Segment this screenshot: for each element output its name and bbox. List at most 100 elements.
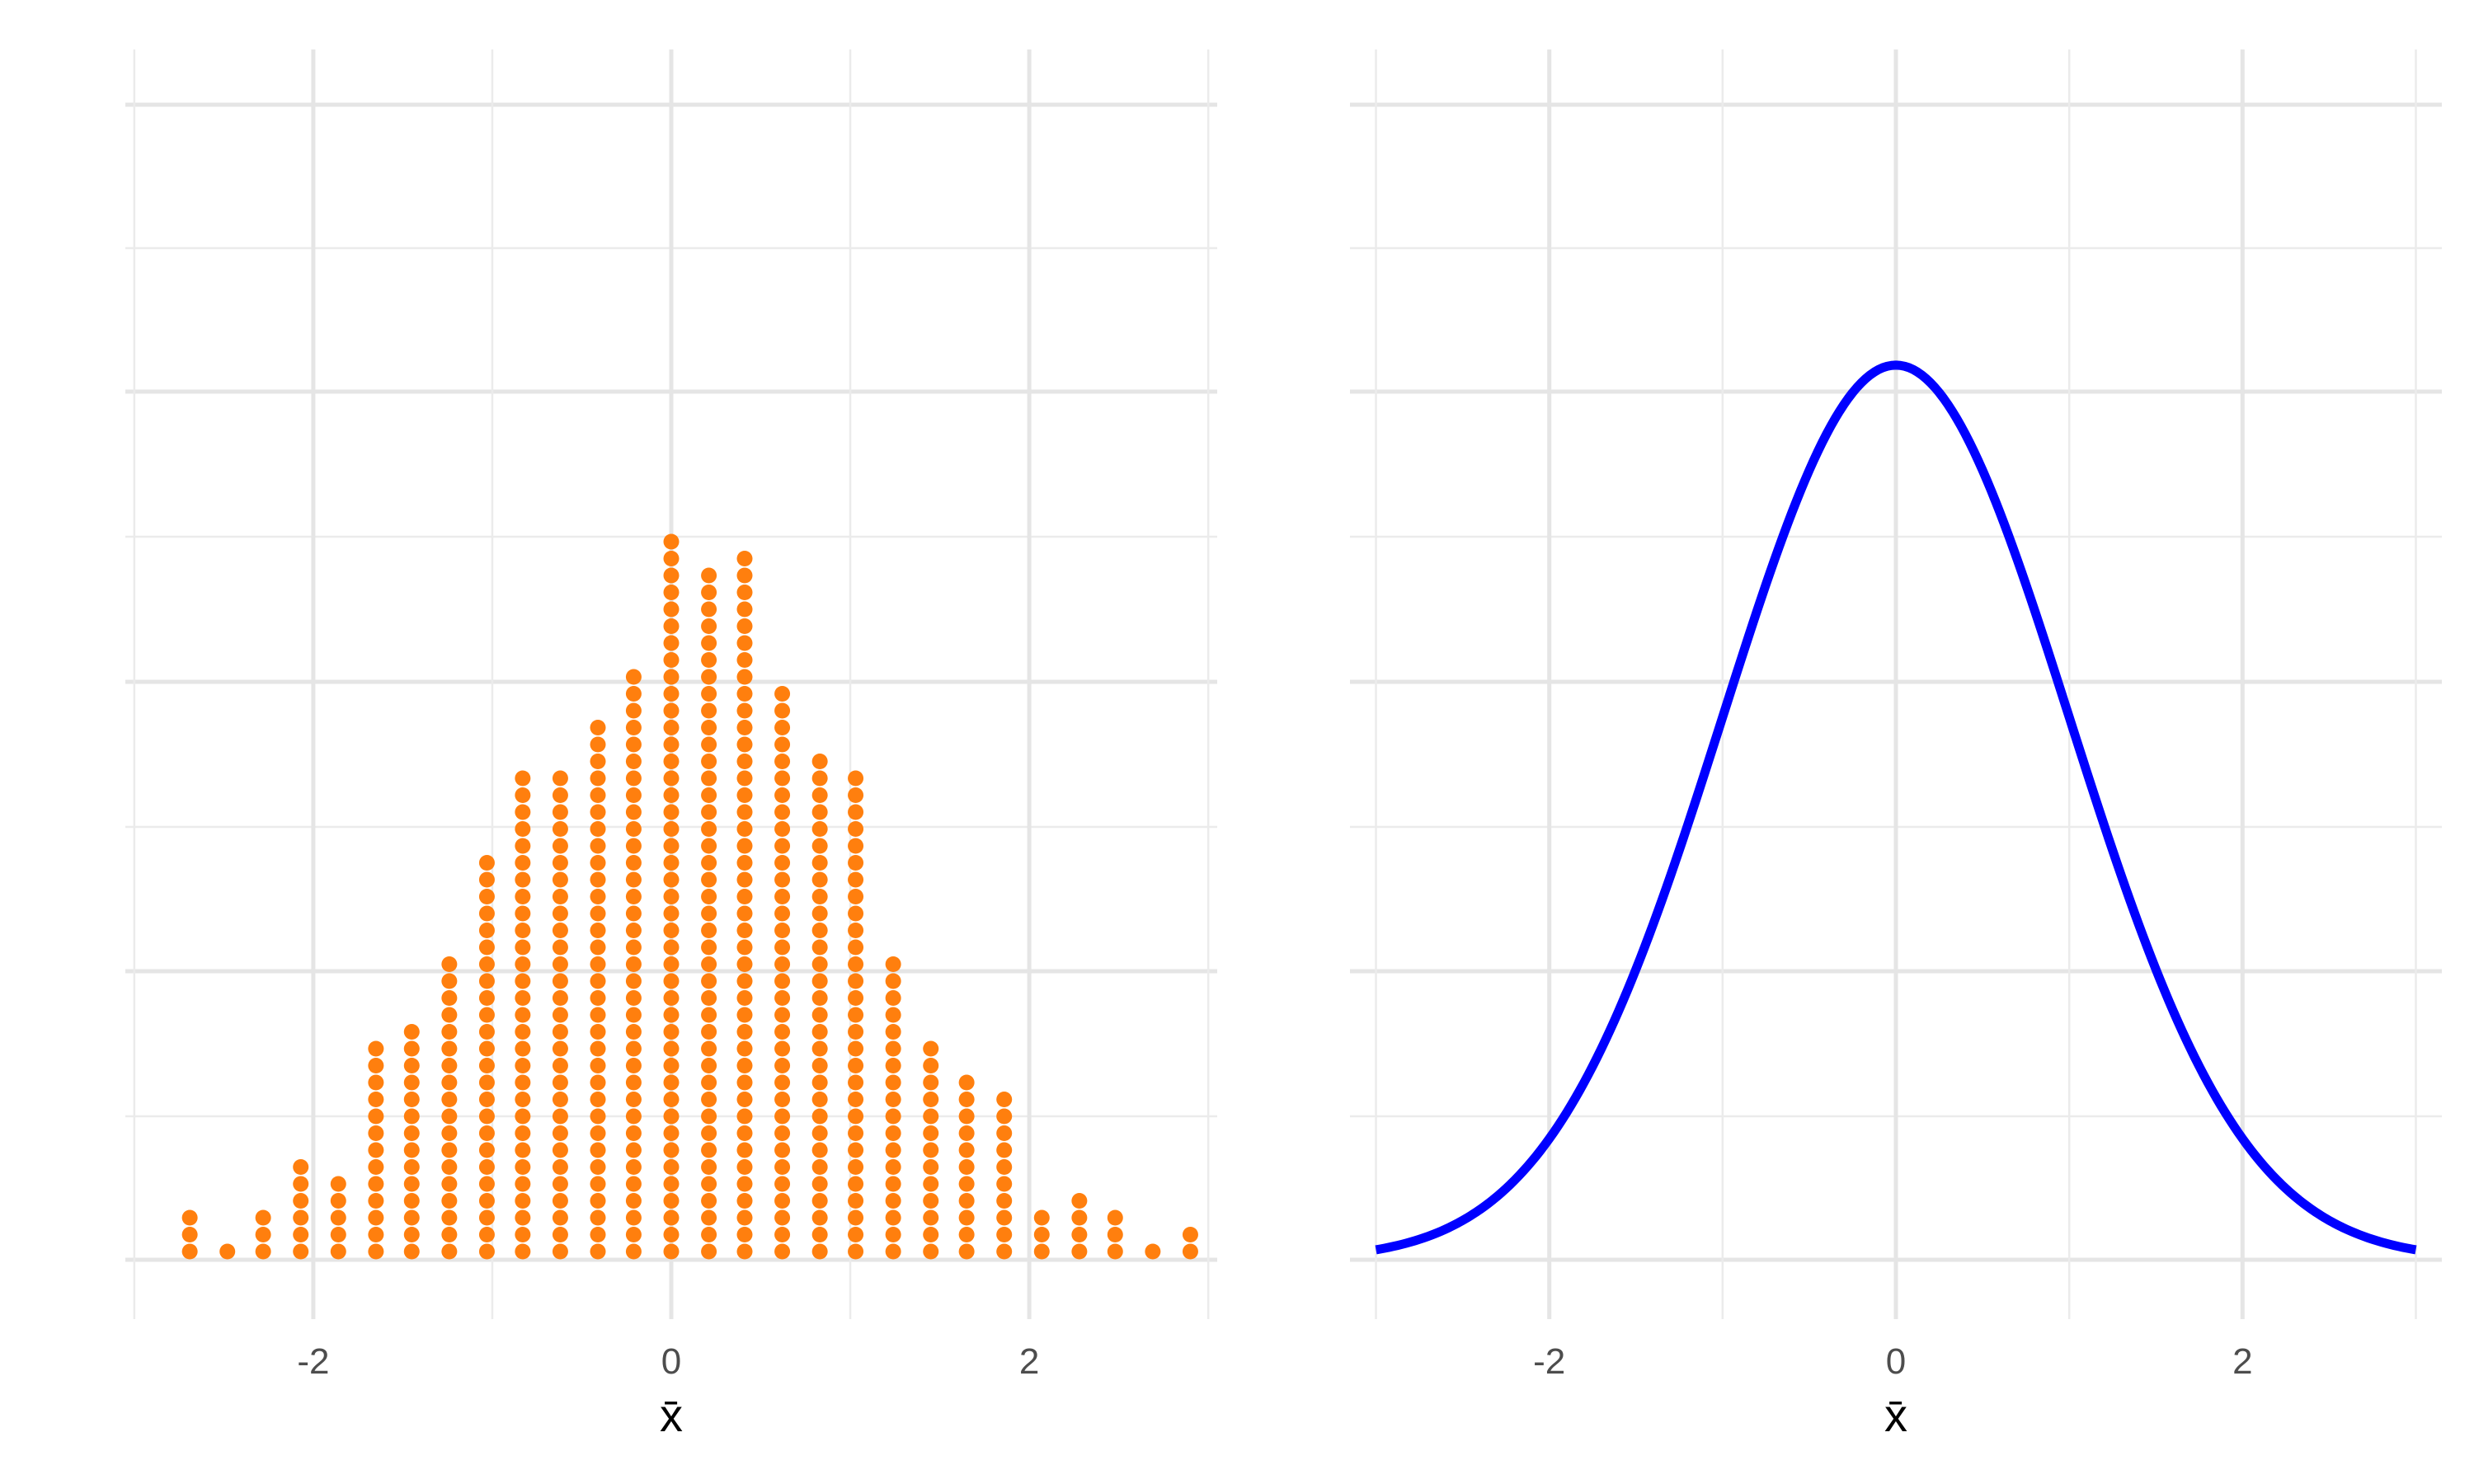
data-point <box>625 838 642 854</box>
data-point <box>958 1243 975 1260</box>
data-point <box>590 1007 606 1023</box>
data-point <box>774 1058 791 1073</box>
data-point <box>811 821 828 837</box>
data-point <box>774 889 791 904</box>
data-point <box>848 1092 864 1107</box>
data-point <box>552 804 568 820</box>
data-point <box>515 1243 531 1260</box>
data-point <box>330 1209 346 1226</box>
data-point <box>848 889 864 904</box>
data-point <box>552 1209 568 1226</box>
data-point <box>701 939 717 956</box>
data-point <box>701 736 717 753</box>
data-point <box>736 702 753 719</box>
data-point <box>663 923 680 938</box>
data-point <box>293 1193 309 1209</box>
data-point <box>885 973 901 989</box>
data-point <box>811 804 828 820</box>
data-point <box>552 1040 568 1057</box>
data-point <box>701 787 717 803</box>
data-point <box>590 1193 606 1209</box>
data-point <box>368 1040 384 1057</box>
data-point <box>625 1074 642 1091</box>
data-point <box>552 939 568 956</box>
data-point <box>590 838 606 854</box>
data-point <box>330 1193 346 1209</box>
data-point <box>923 1074 939 1091</box>
data-point <box>663 821 680 837</box>
data-point <box>701 855 717 871</box>
data-point <box>478 1074 495 1091</box>
data-point <box>701 889 717 904</box>
data-point <box>590 1159 606 1175</box>
data-point <box>552 956 568 972</box>
data-point <box>663 973 680 989</box>
data-point <box>736 1209 753 1226</box>
data-point <box>663 652 680 668</box>
data-point <box>701 838 717 854</box>
data-point <box>996 1243 1013 1260</box>
data-point <box>811 939 828 956</box>
data-point <box>478 1193 495 1209</box>
data-point <box>958 1108 975 1125</box>
data-point <box>736 720 753 735</box>
data-point <box>590 1125 606 1141</box>
data-point <box>478 905 495 922</box>
data-point <box>403 1074 420 1091</box>
data-point <box>515 1058 531 1073</box>
data-point <box>848 1024 864 1040</box>
data-point <box>701 1209 717 1226</box>
data-point <box>403 1193 420 1209</box>
data-point <box>1071 1193 1088 1209</box>
data-point <box>885 1142 901 1158</box>
data-point <box>441 1159 458 1175</box>
data-point <box>625 923 642 938</box>
data-point <box>663 905 680 922</box>
data-point <box>590 821 606 837</box>
data-point <box>441 1074 458 1091</box>
data-point <box>515 804 531 820</box>
data-point <box>478 923 495 938</box>
data-point <box>811 889 828 904</box>
data-point <box>848 1058 864 1073</box>
data-point <box>958 1092 975 1107</box>
data-point <box>403 1125 420 1141</box>
data-point <box>368 1227 384 1242</box>
data-point <box>701 973 717 989</box>
data-point <box>701 1024 717 1040</box>
data-point <box>625 939 642 956</box>
data-point <box>774 905 791 922</box>
data-point <box>848 1193 864 1209</box>
data-point <box>736 770 753 787</box>
data-point <box>552 1159 568 1175</box>
data-point <box>552 855 568 871</box>
data-point <box>368 1159 384 1175</box>
data-point <box>774 1092 791 1107</box>
data-point <box>590 1142 606 1158</box>
data-point <box>663 1142 680 1158</box>
data-point <box>515 821 531 837</box>
data-point <box>441 1176 458 1192</box>
data-point <box>701 686 717 702</box>
data-point <box>1182 1227 1198 1242</box>
data-point <box>811 1243 828 1260</box>
data-point <box>774 973 791 989</box>
data-point <box>590 1024 606 1040</box>
data-point <box>774 754 791 769</box>
data-point <box>811 923 828 938</box>
data-point <box>255 1243 271 1260</box>
data-point <box>811 905 828 922</box>
data-point <box>774 1040 791 1057</box>
data-point <box>590 736 606 753</box>
data-point <box>255 1227 271 1242</box>
data-point <box>255 1209 271 1226</box>
data-point <box>663 754 680 769</box>
data-point <box>701 1007 717 1023</box>
data-point <box>552 821 568 837</box>
data-point <box>736 551 753 566</box>
data-point <box>590 973 606 989</box>
data-point <box>625 956 642 972</box>
data-point <box>736 905 753 922</box>
data-point <box>478 1142 495 1158</box>
data-point <box>736 804 753 820</box>
